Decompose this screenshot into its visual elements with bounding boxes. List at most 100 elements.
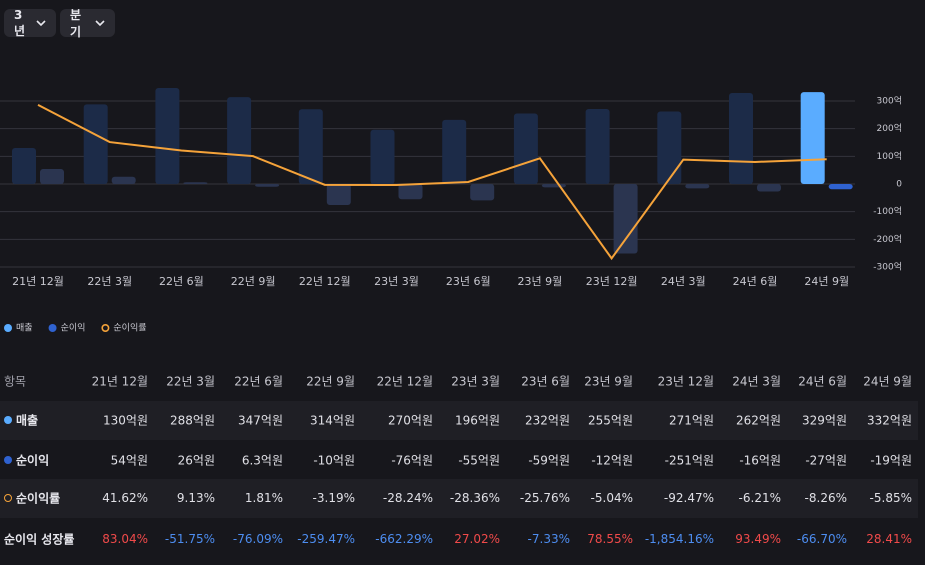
y-tick-label: 100억 [877, 150, 902, 162]
x-tick-label: 23년 12월 [586, 275, 638, 288]
row-label: 매출 [16, 413, 39, 428]
table-cell: -59억원 [528, 453, 570, 468]
table-cell: -55억원 [458, 453, 500, 468]
chevron [95, 20, 105, 27]
table-cell: -5.85% [869, 491, 912, 505]
table-cell: -76억원 [391, 453, 433, 468]
y-tick-label: 200억 [877, 122, 902, 134]
line [37, 103, 827, 261]
table-cell: -25.76% [519, 491, 570, 505]
bar [470, 184, 495, 201]
table-header: 23년 12월 [657, 374, 714, 389]
bar [370, 129, 395, 184]
bar [685, 184, 710, 189]
chart: 300억 200억 100억 0 -100억 -200억 -300억 21년 12월 22년 3… [0, 87, 902, 334]
bar [255, 184, 280, 187]
table-header: 23년 6월 [521, 374, 570, 389]
legend-item: 순이익 [48, 322, 86, 334]
table-cell: -3.19% [312, 491, 355, 505]
table-cell: -259.47% [297, 532, 355, 546]
table-cell: 78.55% [587, 532, 633, 546]
table-cell: 347억원 [238, 413, 283, 428]
row-label: 순이익 성장률 [4, 532, 75, 547]
x-tick-label: 22년 3월 [87, 275, 132, 288]
table-header: 24년 6월 [798, 374, 847, 389]
table-cell: 232억원 [525, 413, 570, 428]
y-tick-label: 300억 [877, 95, 902, 107]
legend-marker [48, 324, 57, 332]
table-cell: -27억원 [805, 453, 847, 468]
bar [657, 111, 682, 184]
bar [111, 176, 136, 184]
table-cell: -6.21% [738, 491, 781, 505]
table-header: 24년 9월 [863, 374, 912, 389]
table-cell: 1.81% [244, 491, 283, 505]
table-cell: -28.36% [449, 491, 500, 505]
x-tick-label: 24년 6월 [733, 275, 778, 288]
table-cell: -8.26% [804, 491, 847, 505]
bar [183, 182, 208, 184]
table-header: 22년 9월 [306, 374, 355, 389]
period-label: 3년 [14, 7, 26, 38]
row-background [0, 479, 918, 518]
legend-item: 매출 [4, 323, 33, 334]
bar [326, 184, 351, 206]
table-cell: -12억원 [591, 453, 633, 468]
table-cell: -5.04% [590, 491, 633, 505]
table-cell: -92.47% [663, 491, 714, 505]
bar [83, 104, 108, 184]
table-cell: -7.33% [527, 532, 570, 546]
y-tick-label: -300억 [873, 261, 902, 273]
x-tick-label: 24년 3월 [661, 275, 706, 288]
bar [155, 87, 180, 184]
table-cell: -19억원 [870, 453, 912, 468]
x-tick-label: 23년 6월 [446, 275, 491, 288]
bar [442, 119, 467, 184]
table-cell: -28.24% [382, 491, 433, 505]
table-cell: 28.41% [866, 532, 912, 546]
bar [227, 97, 252, 184]
table-cell: -76.09% [232, 532, 283, 546]
bar [757, 184, 781, 192]
table-cell: -16억원 [739, 453, 781, 468]
x-tick-label: 21년 12월 [12, 275, 64, 288]
table-cell: 255억원 [588, 413, 633, 428]
legend-item: 순이익률 [101, 322, 147, 334]
table-cell: 329억원 [802, 413, 847, 428]
table-cell: -10억원 [313, 453, 355, 468]
table-cell: -251억원 [664, 453, 714, 468]
y-tick-label: -100억 [873, 205, 902, 217]
table-cell: 6.3억원 [241, 453, 283, 468]
table-cell: -1,854.16% [644, 532, 714, 546]
table-cell: 196억원 [455, 413, 500, 428]
y-tick-label: 0 [896, 180, 902, 190]
x-tick-label: 22년 6월 [159, 275, 204, 288]
table-header: 24년 3월 [732, 374, 781, 389]
table-cell: 314억원 [310, 413, 355, 428]
y-tick-label: -200억 [873, 233, 902, 245]
row-background [0, 401, 918, 440]
bar [613, 184, 638, 254]
table-header: 21년 12월 [91, 374, 148, 389]
legend-label: 순이익률 [113, 322, 146, 334]
legend-label: 순이익 [61, 322, 86, 334]
bar [800, 92, 825, 184]
table-cell: 130억원 [103, 413, 148, 428]
bar [585, 109, 610, 184]
bar [12, 148, 36, 184]
legend-marker [101, 323, 110, 332]
table-cell: 332억원 [867, 413, 912, 428]
x-tick-label: 24년 9월 [804, 275, 849, 288]
unit-button[interactable]: 분기 [60, 8, 115, 39]
legend-marker [4, 324, 12, 332]
table-header: 23년 9월 [584, 374, 633, 389]
legend-label: 매출 [16, 323, 33, 334]
table-cell: -662.29% [375, 532, 433, 546]
period-button[interactable]: 3년 [4, 7, 56, 38]
table-cell: -66.70% [796, 532, 847, 546]
table-cell: 93.49% [735, 532, 781, 546]
table-cell: 262억원 [736, 413, 781, 428]
x-tick-label: 23년 3월 [374, 275, 419, 288]
table-header: 22년 12월 [376, 374, 433, 389]
